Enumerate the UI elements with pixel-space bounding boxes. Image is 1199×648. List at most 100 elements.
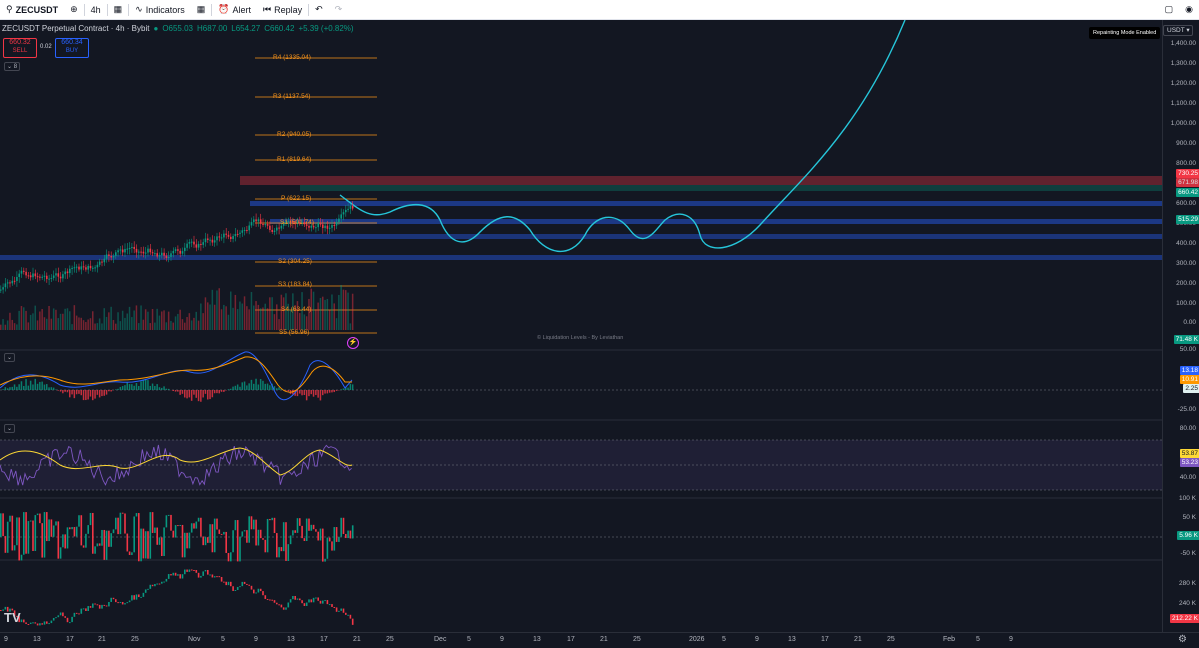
vd-candle [306, 519, 308, 541]
volume-bar [99, 318, 101, 330]
candle-body [271, 230, 273, 232]
candle-body [83, 266, 85, 267]
macd-toggle[interactable]: ⌄ [4, 353, 15, 362]
settings-icon[interactable]: ⚙ [1178, 634, 1187, 645]
volume-bar [237, 309, 239, 330]
cvd-candle [23, 620, 25, 623]
chart-legend: ZECUSDT Perpetual Contract · 4h · Bybit … [2, 24, 354, 33]
volume-bar [308, 299, 310, 330]
alert-icon: ⏰ [218, 4, 229, 15]
cvd-candle [64, 616, 66, 618]
volume-bar [193, 318, 195, 330]
currency-select[interactable]: USDT ▾ [1163, 25, 1193, 36]
vd-candle [352, 525, 354, 538]
chart-type-button[interactable]: ▦ [108, 0, 129, 19]
candle-body [140, 252, 142, 253]
volume-bar [313, 292, 315, 330]
candle-body [127, 249, 129, 250]
redo-button[interactable]: ↷ [329, 0, 349, 19]
macd-bar [191, 390, 193, 401]
volume-bar [230, 292, 232, 330]
indicators-button[interactable]: ∿ Indicators [129, 0, 191, 19]
macd-bar [239, 387, 241, 390]
candle-body [0, 290, 2, 291]
vd-candle [214, 519, 216, 553]
pivot-label-r4: R4 (1335.04) [273, 54, 311, 61]
chart-canvas[interactable] [0, 20, 1162, 632]
macd-bar [186, 390, 188, 398]
symbol-search[interactable]: ⚲ ZECUSDT [0, 0, 64, 19]
time-tick: 17 [66, 636, 74, 643]
macd-bar [317, 390, 319, 398]
vd-candle [232, 530, 234, 552]
publish-button[interactable]: ◉ [1179, 0, 1199, 19]
macd-bar [131, 384, 133, 390]
volume-bar [131, 317, 133, 330]
volume-bar [198, 321, 200, 330]
volume-bar [110, 307, 112, 330]
rsi-tick: 40.00 [1180, 474, 1196, 481]
candle-body [133, 247, 135, 249]
cvd-candle [334, 607, 336, 608]
cvd-candle [322, 601, 324, 604]
vd-candle [315, 529, 317, 531]
lightning-icon[interactable]: ⚡ [347, 337, 359, 349]
rsi-toggle[interactable]: ⌄ [4, 424, 15, 433]
undo-button[interactable]: ↶ [309, 0, 329, 19]
cvd-candle [308, 599, 310, 602]
layout-button[interactable]: ▦ [191, 0, 212, 19]
cvd-candle [320, 601, 322, 604]
time-tick: 21 [854, 636, 862, 643]
volume-bar [92, 311, 94, 330]
vd-candle [345, 534, 347, 538]
macd-bar [122, 386, 124, 390]
volume-bar [62, 314, 64, 330]
time-tick: 25 [887, 636, 895, 643]
candle-body [97, 265, 99, 268]
cvd-candle [315, 598, 317, 599]
replay-button[interactable]: ⏮ Replay [257, 0, 308, 19]
alert-button[interactable]: ⏰ Alert [212, 0, 257, 19]
macd-bar [150, 386, 152, 390]
macd-bar [193, 390, 195, 395]
interval-button[interactable]: 4h [85, 0, 107, 19]
cvd-candle [30, 623, 32, 624]
volume-bar [138, 323, 140, 330]
macd-bar [161, 388, 163, 390]
price-tag-high: 730.25 [1176, 169, 1199, 178]
vd-candle [288, 544, 290, 561]
volume-bar [30, 315, 32, 330]
macd-bar [214, 390, 216, 393]
compare-button[interactable]: ⊕ [64, 0, 84, 19]
macd-bar [87, 390, 89, 399]
macd-bar [110, 390, 112, 391]
buy-button[interactable]: 660.34 BUY [55, 38, 89, 58]
price-scale[interactable]: 1,400.00 1,300.00 1,200.00 1,100.00 1,00… [1162, 20, 1199, 632]
cvd-candle [251, 586, 253, 590]
candle-body [161, 253, 163, 255]
volume-bar [223, 305, 225, 330]
macd-bar [267, 384, 269, 390]
candle-body [12, 281, 14, 283]
tradingview-logo: TV [4, 610, 21, 625]
macd-bar [74, 390, 76, 398]
cvd-candle [262, 591, 264, 595]
time-tick: 13 [788, 636, 796, 643]
candle-body [281, 226, 283, 229]
vd-candle [258, 530, 260, 546]
vd-tick: 100 K [1179, 495, 1196, 502]
vd-candle [23, 512, 25, 555]
candle-body [177, 249, 179, 251]
sell-button[interactable]: 660.32 SELL [3, 38, 37, 58]
candle-body [124, 249, 126, 252]
indicators-toggle[interactable]: ⌄ 8 [4, 62, 20, 71]
macd-bar [265, 384, 267, 390]
symbol-title[interactable]: ZECUSDT Perpetual Contract · 4h · Bybit [2, 24, 149, 33]
macd-bar [253, 384, 255, 390]
fullscreen-button[interactable]: ▢ [1159, 0, 1180, 19]
candle-body [115, 252, 117, 256]
cvd-candle [228, 582, 230, 585]
volume-bar [347, 293, 349, 330]
macd-bar [228, 389, 230, 390]
